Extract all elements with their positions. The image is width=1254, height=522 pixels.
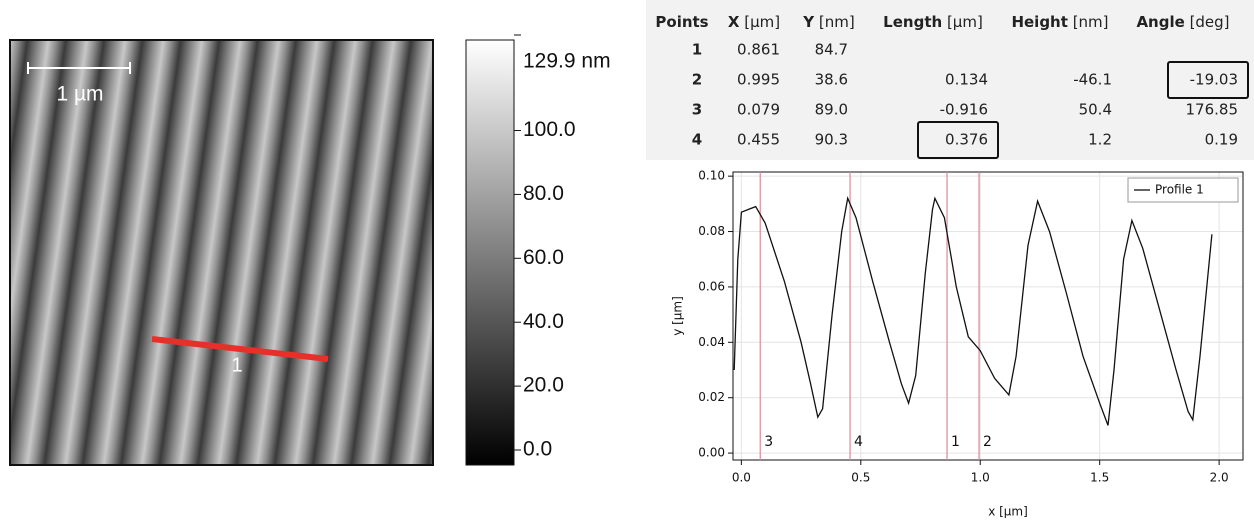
header-unit: [µm]	[947, 13, 983, 31]
table-cell: 1.2	[1088, 131, 1112, 149]
table: Points X [µm] Y [nm] Length [µm] Height [nm]…	[646, 0, 1254, 160]
table-cell: 0.134	[945, 71, 988, 89]
table-cell: 0.376	[945, 131, 988, 149]
table-cell: 0.455	[737, 131, 780, 149]
header-name: Points	[655, 13, 708, 31]
profile-line	[151, 336, 329, 362]
x-tick-label: 1.5	[1090, 471, 1109, 485]
header-name: Y	[802, 13, 815, 31]
table-cell: 1	[692, 41, 702, 59]
cell-highlight	[1167, 61, 1249, 99]
y-tick-label: 0.06	[698, 279, 725, 293]
header-name: X	[728, 13, 740, 31]
x-axis-label: x [µm]	[988, 505, 1028, 519]
colorbar-tick-label: 100.0	[523, 118, 576, 141]
point-marker-label: 1	[951, 434, 960, 450]
profile-line	[733, 196, 1213, 426]
table-cell: 84.7	[815, 41, 848, 59]
x-tick-label: 0.0	[732, 471, 751, 485]
y-tick-label: 0.08	[698, 224, 725, 238]
point-marker-label: 2	[983, 434, 992, 450]
x-tick-label: 2.0	[1210, 471, 1229, 485]
header-unit: [deg]	[1190, 13, 1230, 31]
table-cell: 0.079	[737, 101, 780, 119]
colorbar-tick-label: 80.0	[523, 182, 564, 205]
header-name: Angle	[1136, 13, 1184, 31]
afm-image: 1 µm 1	[9, 39, 434, 466]
y-tick-label: 0.10	[698, 169, 725, 183]
table-cell: 38.6	[815, 71, 848, 89]
y-tick-label: 0.04	[698, 335, 725, 349]
y-axis-label: y [µm]	[671, 296, 685, 336]
table-cell: 0.995	[737, 71, 780, 89]
table-cell: -0.916	[940, 101, 988, 119]
column-header: Y [nm]	[802, 13, 854, 31]
table-cell: -19.03	[1190, 71, 1238, 89]
point-marker-label: 3	[764, 434, 773, 450]
column-header: Angle [deg]	[1136, 13, 1229, 31]
table-cell: 3	[692, 101, 702, 119]
colorbar-tick-label: 40.0	[523, 310, 564, 333]
header-name: Height	[1011, 13, 1067, 31]
colorbar-tick-label: 20.0	[523, 374, 564, 397]
table-cell: 89.0	[815, 101, 848, 119]
table-cell: 4	[692, 131, 702, 149]
colorbar-tick-label: 60.0	[523, 246, 564, 269]
y-tick-label: 0.00	[698, 446, 725, 460]
table-cell: -46.1	[1073, 71, 1112, 89]
plot-frame	[732, 171, 1244, 461]
y-tick-label: 0.02	[698, 390, 725, 404]
colorbar: 129.9 nm 100.0 80.0 60.0 40.0 20.0 0.0	[465, 34, 611, 466]
header-unit: [nm]	[819, 13, 855, 31]
table-cell: 0.19	[1205, 131, 1238, 149]
table-cell: 0.861	[737, 41, 780, 59]
header-unit: [nm]	[1073, 13, 1109, 31]
table-cell: 90.3	[815, 131, 848, 149]
table-cell: 50.4	[1079, 101, 1112, 119]
colorbar-tick-label: 129.9 nm	[523, 50, 611, 73]
legend-label: Profile 1	[1155, 183, 1204, 197]
column-header: Points	[655, 13, 708, 31]
afm-scan	[9, 39, 434, 466]
cell-highlight	[917, 121, 999, 159]
colorbar-tick-label: 0.0	[523, 438, 552, 461]
scale-bar-label: 1 µm	[56, 83, 103, 106]
table-cell: 2	[692, 71, 702, 89]
colorbar-gradient	[465, 39, 515, 466]
point-marker-label: 4	[854, 434, 863, 450]
column-header: X [µm]	[728, 13, 780, 31]
x-tick-label: 0.5	[851, 471, 870, 485]
scale-bar	[27, 62, 131, 74]
column-header: Length [µm]	[883, 13, 983, 31]
table-background	[646, 0, 1254, 160]
profile-chart: 0.0 0.5 1.0 1.5 2.0 0.00 0.02 0.04 0.06 0.08 0.10 x…	[671, 169, 1244, 519]
column-header: Height [nm]	[1011, 13, 1108, 31]
x-tick-label: 1.0	[971, 471, 990, 485]
header-unit: [µm]	[744, 13, 780, 31]
profile-label: 1	[231, 354, 242, 376]
table-cell: 176.85	[1186, 101, 1239, 119]
header-name: Length	[883, 13, 942, 31]
plot-area	[733, 172, 1243, 460]
